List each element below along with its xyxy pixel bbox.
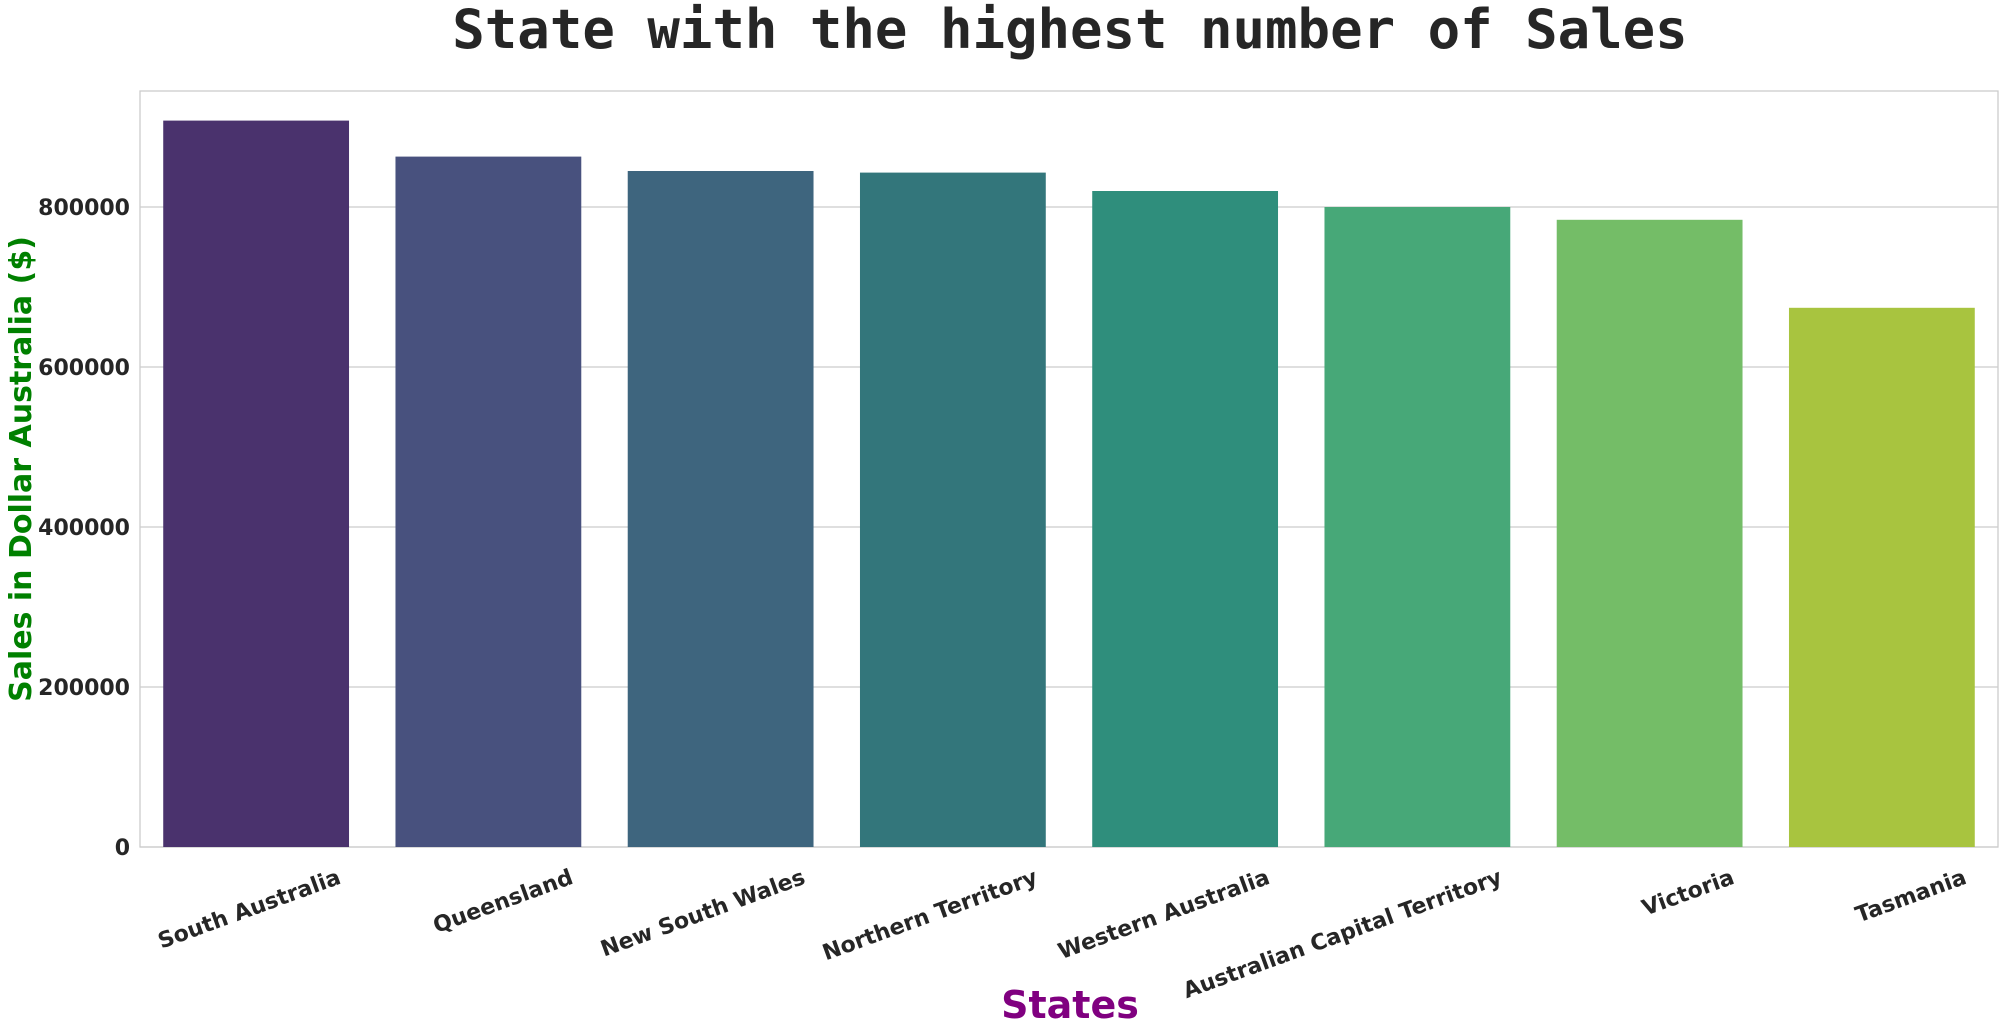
x-axis-label: States — [1001, 983, 1139, 1027]
y-tick-label: 400000 — [38, 516, 130, 541]
bar — [1092, 191, 1279, 847]
bar — [627, 171, 814, 847]
bar — [395, 156, 582, 848]
bar — [1324, 207, 1511, 847]
y-tick-label: 800000 — [38, 196, 130, 221]
y-tick-label: 0 — [115, 836, 130, 861]
bars — [163, 120, 1975, 848]
x-tick-label: New South Wales — [597, 865, 808, 962]
y-axis-label: Sales in Dollar Australia ($) — [4, 236, 39, 702]
x-tick-label: Western Australia — [1055, 865, 1273, 965]
y-tick-label: 600000 — [38, 356, 130, 381]
x-tick-label: Tasmania — [1852, 865, 1969, 928]
bar — [1556, 219, 1743, 848]
x-tick-label: Queensland — [430, 865, 576, 939]
chart-title: State with the highest number of Sales — [452, 0, 1687, 61]
y-axis-ticks: 0 200000 400000 600000 800000 — [38, 196, 130, 861]
y-tick-label: 200000 — [38, 676, 130, 701]
bar — [1788, 307, 1975, 847]
bar — [859, 172, 1046, 848]
x-tick-label: Northern Territory — [819, 865, 1041, 966]
bar — [163, 120, 350, 848]
x-tick-label: Victoria — [1639, 865, 1738, 921]
x-tick-label: South Australia — [155, 865, 344, 954]
